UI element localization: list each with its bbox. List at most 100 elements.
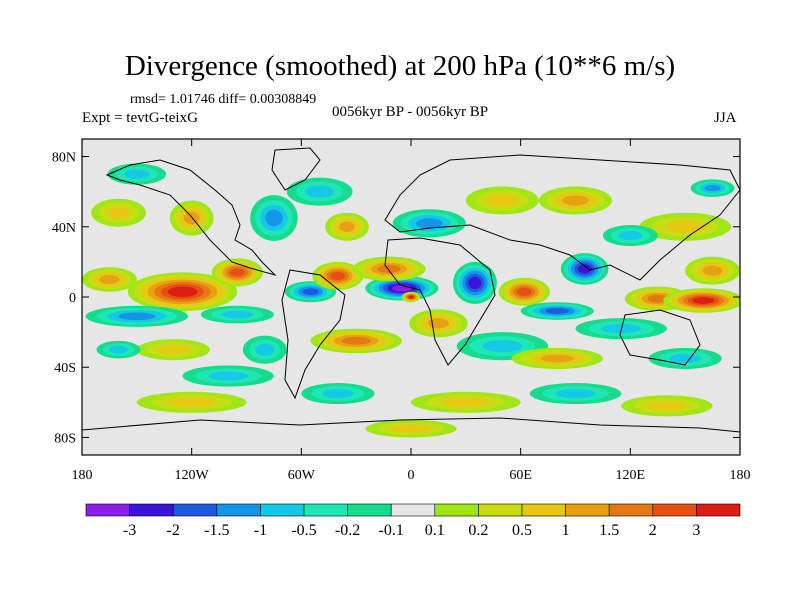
anomaly-blob xyxy=(286,177,353,206)
colorbar-swatch xyxy=(172,503,218,517)
contour-fill xyxy=(167,286,198,297)
contour-fill xyxy=(647,294,669,303)
contour-fill xyxy=(302,288,319,296)
colorbar-swatch xyxy=(129,503,174,517)
x-tick-label: 0 xyxy=(408,468,415,483)
contour-fill xyxy=(265,209,283,227)
y-tick-label: 0 xyxy=(69,291,76,306)
x-tick-label: 120E xyxy=(616,468,646,483)
coastline-antarctica xyxy=(82,417,740,433)
anomaly-blob xyxy=(85,305,189,327)
anomaly-blob xyxy=(411,391,521,413)
contour-fill xyxy=(427,318,450,329)
y-tick-label: 40N xyxy=(52,221,76,236)
colorbar-swatch xyxy=(390,503,436,517)
contour-fill xyxy=(545,308,569,314)
anomaly-blob xyxy=(648,347,722,369)
contour-fill xyxy=(416,218,443,229)
anomaly-blob xyxy=(409,309,468,338)
x-tick-label: 60E xyxy=(509,468,532,483)
y-tick-label: 80N xyxy=(52,151,76,166)
colorbar-label: 0.1 xyxy=(425,522,445,539)
colorbar-label: 1.5 xyxy=(599,522,619,539)
colorbar-label: 0.5 xyxy=(512,522,532,539)
colorbar-swatch xyxy=(608,503,654,517)
anomaly-blob xyxy=(310,328,402,354)
colorbar-swatch xyxy=(216,503,261,517)
anomaly-blob xyxy=(453,261,497,305)
contour-fill xyxy=(118,312,156,321)
coastline-greenland xyxy=(271,147,321,191)
anomaly-blob xyxy=(136,391,247,413)
contour-fill xyxy=(124,169,150,179)
anomaly-blob xyxy=(401,291,421,303)
x-axis: 180 120W 60W 0 60E 120E 180 xyxy=(72,139,751,483)
anomaly-blob xyxy=(325,212,369,241)
anomaly-blob xyxy=(365,275,439,301)
colorbar-label: -1 xyxy=(254,522,267,539)
anomaly-blob xyxy=(91,198,146,227)
contour-fill xyxy=(167,397,216,407)
anomaly-blob xyxy=(690,179,735,197)
anomaly-blob xyxy=(529,383,622,405)
anomaly-blob xyxy=(96,340,141,359)
colorbar-label: -3 xyxy=(123,522,136,539)
y-tick-label: 80S xyxy=(54,431,76,446)
anomaly-blob xyxy=(250,195,298,241)
contour-fill xyxy=(692,297,715,304)
contour-fill xyxy=(109,345,129,354)
anomaly-blob xyxy=(169,200,214,236)
anomaly-blob xyxy=(182,365,274,387)
coastline-australia xyxy=(619,309,701,366)
anomaly-blob xyxy=(301,383,375,405)
anomaly-blob xyxy=(685,256,740,285)
colorbar-label: 0.2 xyxy=(468,522,488,539)
colorbar-swatch xyxy=(478,503,523,517)
colorbar-label: 1 xyxy=(562,522,570,539)
contour-fill xyxy=(99,274,120,284)
x-tick-label: 180 xyxy=(730,468,751,483)
anomaly-blob xyxy=(520,302,594,320)
anomaly-blob xyxy=(511,347,603,369)
colorbar-swatch xyxy=(652,503,697,517)
colorbar-swatch xyxy=(565,503,610,517)
contour-fill xyxy=(562,195,589,206)
contour-fill xyxy=(482,340,523,353)
colorbar-swatch xyxy=(303,503,348,517)
contour-fill xyxy=(468,276,482,290)
anomaly-blob xyxy=(242,335,287,364)
colorbar-swatch xyxy=(521,503,566,517)
coastline-eurasia xyxy=(384,154,740,281)
colorbar-label: -1.5 xyxy=(204,522,229,539)
contour-fill xyxy=(221,310,254,319)
contour-fill xyxy=(229,268,245,277)
contour-fill xyxy=(339,221,355,232)
anomaly-blob xyxy=(560,253,609,285)
contour-fill xyxy=(702,265,723,276)
contour-fill xyxy=(555,388,596,399)
anomaly-blob xyxy=(602,225,658,247)
contour-fill xyxy=(322,388,354,399)
y-tick-label: 40S xyxy=(54,361,76,376)
anomaly-blob xyxy=(136,339,210,361)
rmsd-diff-label: rmsd= 1.01746 diff= 0.00308849 xyxy=(130,92,317,107)
colorbar-label: -2 xyxy=(167,522,180,539)
divergence-field xyxy=(82,163,740,438)
contour-fill xyxy=(442,397,490,407)
chart-title: Divergence (smoothed) at 200 hPa (10**6 … xyxy=(124,50,676,82)
anomaly-blob xyxy=(621,395,713,417)
colorbar-swatch xyxy=(696,503,741,517)
contour-fill xyxy=(157,345,190,355)
contour-fill xyxy=(330,271,346,281)
anomaly-blob xyxy=(200,305,274,324)
colorbar-label: -0.5 xyxy=(291,522,316,539)
contour-fill xyxy=(377,264,401,273)
contour-fill xyxy=(540,354,574,363)
anomaly-blob xyxy=(352,256,426,282)
colorbar-swatch xyxy=(347,503,392,517)
anomaly-blob xyxy=(365,419,457,438)
colorbar-swatch xyxy=(85,503,130,517)
colorbar-swatch xyxy=(260,503,305,517)
contour-fill xyxy=(255,343,275,356)
